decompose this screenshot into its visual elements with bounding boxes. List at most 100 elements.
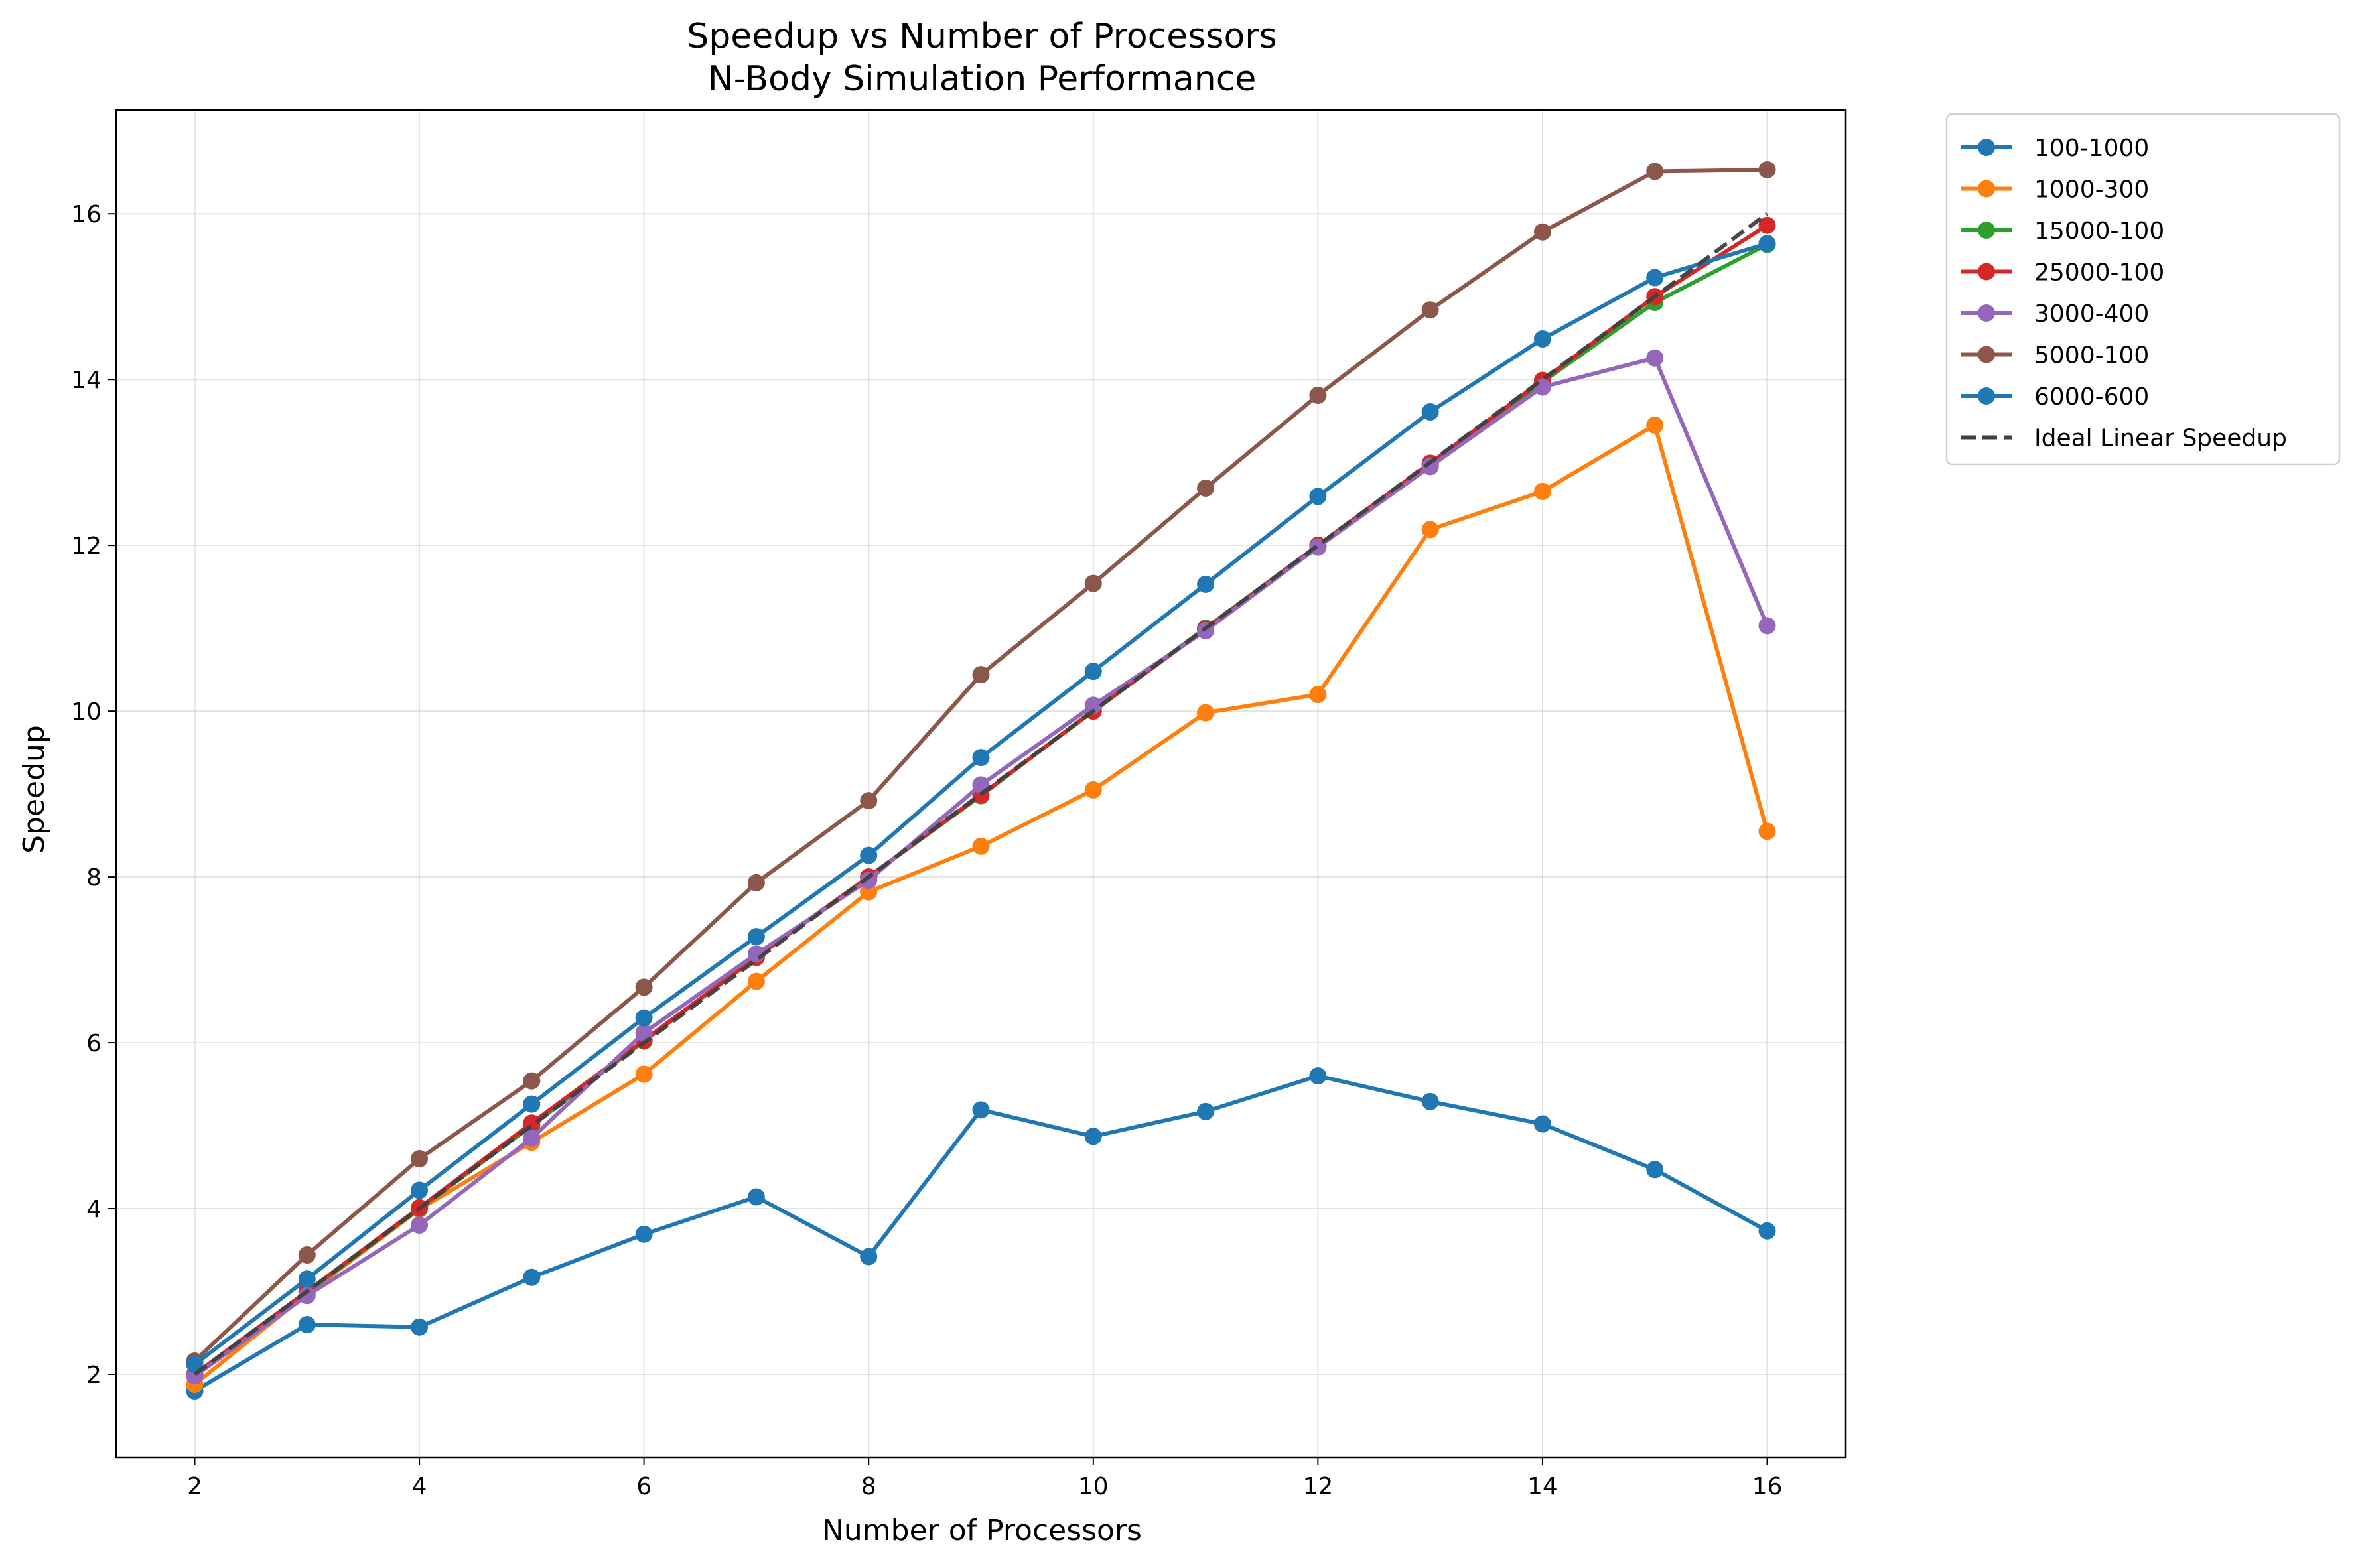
- grid: [116, 110, 1846, 1457]
- legend-marker: [1978, 304, 1995, 322]
- legend-label: 3000-400: [2034, 300, 2149, 328]
- data-point: [298, 1246, 316, 1264]
- data-point: [1533, 378, 1551, 396]
- data-point: [1646, 1161, 1664, 1179]
- data-point: [298, 1316, 316, 1334]
- data-point: [972, 749, 990, 767]
- legend-marker: [1978, 346, 1995, 363]
- legend-item: Ideal Linear Speedup: [1961, 425, 2287, 452]
- series-5000-100: [186, 161, 1776, 1370]
- x-tick-label: 10: [1078, 1473, 1109, 1500]
- y-axis-label: Speedup: [17, 725, 51, 854]
- y-tick-label: 12: [71, 533, 102, 560]
- x-tick-label: 6: [636, 1473, 652, 1500]
- data-point: [1646, 416, 1664, 434]
- legend-item: 6000-600: [1961, 383, 2149, 411]
- data-point: [1533, 482, 1551, 500]
- x-tick-label: 12: [1302, 1473, 1333, 1500]
- legend-label: 6000-600: [2034, 383, 2149, 411]
- data-point: [1084, 574, 1102, 592]
- data-point: [1758, 216, 1776, 234]
- data-point: [1084, 663, 1102, 681]
- data-point: [1758, 1222, 1776, 1240]
- data-point: [860, 792, 878, 810]
- series-3000-400: [186, 349, 1776, 1385]
- legend-marker: [1978, 387, 1995, 405]
- data-point: [298, 1287, 316, 1305]
- series-line: [193, 212, 1769, 1376]
- data-point: [1197, 575, 1215, 593]
- data-point: [972, 1101, 990, 1119]
- legend-marker: [1978, 222, 1995, 239]
- legend-item: 15000-100: [1961, 218, 2164, 245]
- data-point: [747, 1188, 765, 1206]
- legend-frame: [1945, 113, 2341, 466]
- data-point: [1758, 617, 1776, 635]
- legend-label: 1000-300: [2034, 176, 2149, 204]
- legend-marker: [1978, 180, 1995, 198]
- data-point: [1758, 822, 1776, 840]
- data-point: [1309, 686, 1327, 704]
- x-tick-label: 8: [861, 1473, 876, 1500]
- data-point: [1309, 488, 1327, 505]
- data-point: [1646, 269, 1664, 287]
- data-point: [635, 1065, 653, 1083]
- data-point: [1197, 1102, 1215, 1120]
- legend-label: 100-1000: [2034, 135, 2149, 162]
- data-point: [1533, 1115, 1551, 1133]
- y-tick-label: 8: [86, 864, 102, 891]
- data-point: [1421, 301, 1439, 319]
- data-point: [1758, 235, 1776, 253]
- data-point: [1084, 781, 1102, 799]
- y-tick-label: 6: [86, 1030, 102, 1057]
- series-group: [186, 161, 1776, 1400]
- data-point: [1533, 330, 1551, 348]
- data-point: [523, 1268, 541, 1286]
- legend-marker: [1978, 263, 1995, 281]
- legend-item: 1000-300: [1961, 176, 2149, 204]
- legend-marker: [1978, 139, 1995, 156]
- data-point: [1758, 161, 1776, 178]
- y-tick-label: 4: [86, 1196, 102, 1223]
- data-point: [411, 1181, 429, 1199]
- x-tick-label: 16: [1752, 1473, 1783, 1500]
- series-100-1000: [186, 1067, 1776, 1400]
- data-point: [1421, 1092, 1439, 1110]
- legend-item: 100-1000: [1961, 135, 2149, 162]
- data-point: [1197, 704, 1215, 722]
- data-point: [1309, 1067, 1327, 1085]
- data-point: [635, 1225, 653, 1243]
- data-point: [635, 1009, 653, 1027]
- data-point: [972, 666, 990, 684]
- data-point: [523, 1129, 541, 1147]
- data-point: [523, 1072, 541, 1090]
- data-point: [747, 972, 765, 990]
- data-point: [1084, 1128, 1102, 1145]
- legend-item: 5000-100: [1961, 342, 2149, 369]
- legend-label: 25000-100: [2034, 259, 2164, 287]
- data-point: [1646, 349, 1664, 367]
- chart-subtitle: N-Body Simulation Performance: [708, 59, 1257, 99]
- data-point: [1646, 163, 1664, 180]
- series-ideal-linear-speedup: [193, 212, 1769, 1376]
- data-point: [1309, 538, 1327, 556]
- data-point: [411, 1216, 429, 1234]
- chart-title: Speedup vs Number of Processors: [687, 17, 1277, 56]
- data-point: [860, 846, 878, 864]
- data-point: [747, 874, 765, 891]
- y-tick-label: 16: [71, 201, 102, 228]
- data-point: [411, 1150, 429, 1168]
- legend-label: 5000-100: [2034, 342, 2149, 369]
- y-tick-label: 10: [71, 698, 102, 726]
- data-point: [1309, 386, 1327, 404]
- x-tick-label: 4: [412, 1473, 427, 1500]
- data-point: [1421, 521, 1439, 539]
- x-tick-label: 14: [1527, 1473, 1558, 1500]
- data-point: [972, 837, 990, 855]
- plot-frame: [115, 109, 1847, 1459]
- data-point: [1421, 403, 1439, 421]
- data-point: [1421, 458, 1439, 476]
- data-point: [1533, 223, 1551, 241]
